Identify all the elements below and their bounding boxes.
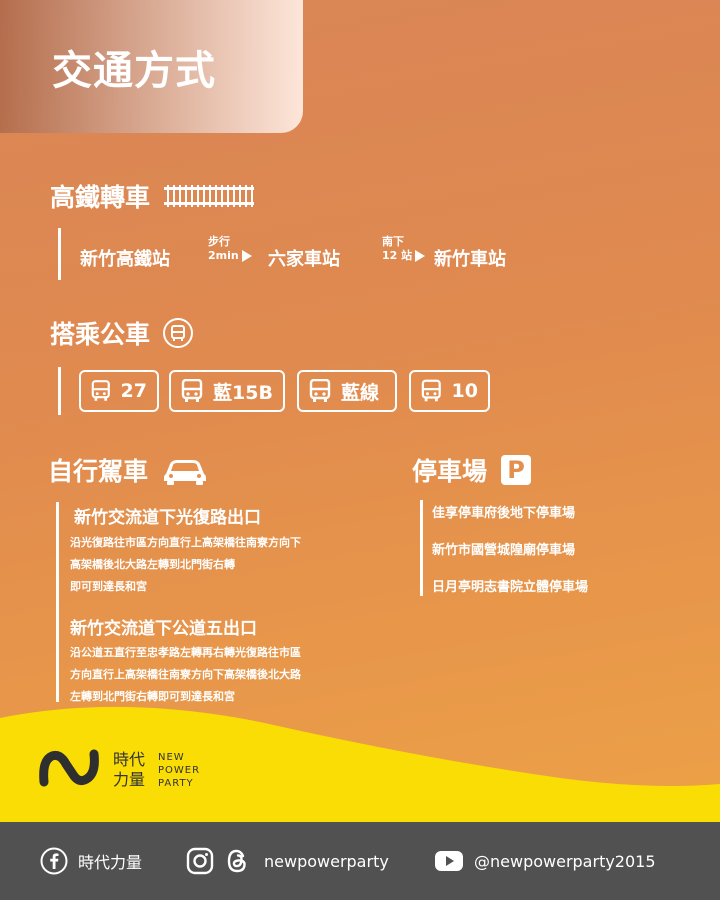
hsr-heading: 高鐵轉車	[50, 178, 255, 214]
parking-p-icon: P	[501, 455, 532, 485]
bus-icon	[421, 379, 441, 402]
logo-en-line1: NEW	[158, 752, 185, 763]
drive-route2-desc: 沿公道五直行至忠孝路左轉再右轉光復路往市區 方向直行上高架橋往南寮方向下高架橋後…	[70, 642, 301, 708]
bus-route-label: 藍15B	[213, 381, 273, 404]
parking-bar	[420, 500, 423, 596]
drive-route1-title: 新竹交流道下光復路出口	[74, 508, 261, 528]
bus-route-blue15b: 藍15B	[169, 370, 285, 412]
facebook-icon	[40, 847, 68, 875]
bus-route-label: 27	[120, 380, 147, 402]
parking-heading: 停車場 P	[412, 452, 532, 488]
drive-bar	[56, 502, 59, 702]
parking-lot: 新竹市國營城隍廟停車場	[432, 543, 576, 558]
hsr-step1-bottom: 2min	[208, 249, 239, 262]
rail-track-icon	[164, 185, 255, 207]
logo-cn-line1: 時代	[113, 750, 146, 769]
logo-en: NEW POWER PARTY	[158, 751, 200, 790]
hsr-station-from: 新竹高鐵站	[80, 249, 170, 270]
threads-icon	[227, 849, 246, 873]
drive-route2-title: 新竹交流道下公道五出口	[70, 619, 257, 639]
hsr-step1-bottom-row: 2min	[208, 249, 252, 263]
drive-route1-line: 高架橋後北大路左轉到北門街右轉	[70, 558, 235, 571]
bus-icon	[181, 379, 203, 402]
instagram-icon	[186, 847, 214, 875]
drive-route1-desc: 沿光復路往市區方向直行上高架橋往南寮方向下 高架橋後北大路左轉到北門街右轉 即可…	[70, 532, 301, 598]
footer: 時代力量 newpowerparty @newpowerparty2015	[0, 822, 720, 900]
logo-cn-line2: 力量	[113, 770, 146, 789]
footer-youtube[interactable]: @newpowerparty2015	[434, 822, 656, 900]
hsr-station-to: 新竹車站	[434, 249, 506, 270]
page-title: 交通方式	[52, 48, 216, 94]
logo-en-line2: POWER	[158, 765, 201, 776]
bus-bar	[58, 367, 61, 415]
logo-en-line3: PARTY	[158, 778, 194, 789]
youtube-icon	[435, 851, 463, 871]
bus-heading-text: 搭乘公車	[50, 320, 151, 349]
bus-heading: 搭乘公車	[50, 315, 194, 351]
bus-route-label: 藍線	[341, 381, 380, 404]
bus-route-10: 10	[409, 370, 490, 412]
instagram-threads-label: newpowerparty	[264, 851, 389, 871]
hsr-step2: 南下 12 站	[382, 235, 426, 263]
bus-route-blue-line: 藍線	[297, 370, 397, 412]
drive-route2-line: 方向直行上高架橋往南寮方向下高架橋後北大路	[70, 668, 301, 681]
yellow-wave	[0, 706, 720, 822]
footer-facebook[interactable]: 時代力量	[40, 822, 142, 900]
youtube-label: @newpowerparty2015	[474, 851, 656, 871]
facebook-label: 時代力量	[78, 853, 143, 872]
title-box	[0, 0, 303, 133]
hsr-bar	[58, 228, 61, 280]
drive-route1-line: 沿光復路往市區方向直行上高架橋往南寮方向下	[70, 536, 301, 549]
hsr-heading-text: 高鐵轉車	[50, 183, 151, 212]
hsr-step2-top: 南下	[382, 235, 404, 248]
car-icon	[164, 460, 207, 485]
hsr-step1-top: 步行	[208, 235, 230, 248]
bus-route-label: 10	[451, 380, 478, 402]
hsr-station-mid: 六家車站	[268, 249, 340, 270]
drive-route2-line: 左轉到北門街右轉即可到達長和宮	[70, 690, 235, 703]
footer-instagram-threads[interactable]: newpowerparty	[186, 822, 389, 900]
npp-logo-mark	[39, 749, 99, 787]
arrow-right-icon	[241, 250, 252, 262]
bus-icon	[91, 380, 110, 401]
hsr-step1: 步行 2min	[208, 235, 252, 263]
drive-heading-text: 自行駕車	[48, 457, 149, 486]
hsr-step2-bottom: 12 站	[382, 249, 413, 262]
drive-route2-line: 沿公道五直行至忠孝路左轉再右轉光復路往市區	[70, 646, 301, 659]
drive-heading: 自行駕車	[48, 452, 208, 488]
bus-icon	[309, 379, 331, 402]
parking-heading-text: 停車場	[412, 457, 488, 486]
bus-route-27: 27	[79, 370, 159, 412]
parking-lot: 佳享停車府後地下停車場	[432, 506, 576, 521]
bus-circle-icon	[163, 318, 194, 348]
logo-cn: 時代 力量	[113, 750, 145, 790]
arrow-right-icon	[415, 250, 426, 262]
hsr-step2-bottom-row: 12 站	[382, 249, 426, 263]
parking-lot: 日月亭明志書院立體停車場	[432, 580, 589, 595]
drive-route1-line: 即可到達長和宮	[70, 580, 147, 593]
